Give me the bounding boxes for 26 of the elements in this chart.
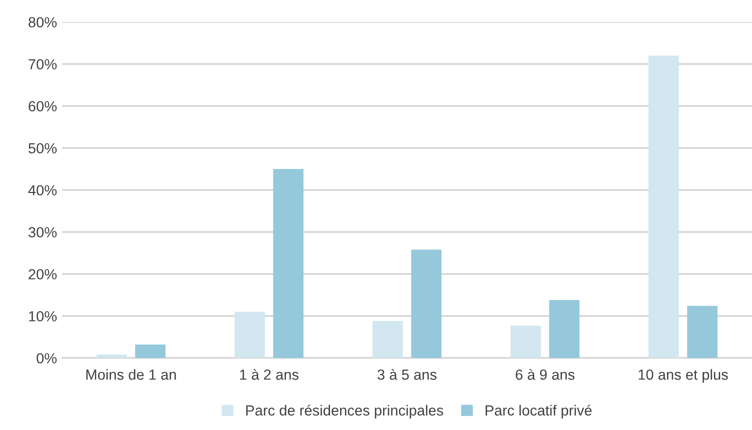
y-tick-label: 20%	[28, 269, 57, 280]
y-tick-label: 80%	[28, 17, 57, 28]
bar	[411, 250, 442, 358]
bar	[372, 321, 403, 358]
y-tick-label: 40%	[28, 185, 57, 196]
x-tick-label: 1 à 2 ans	[240, 368, 298, 380]
bar	[234, 312, 265, 358]
bar	[96, 354, 127, 358]
x-tick-label: 3 à 5 ans	[378, 368, 436, 380]
bar	[135, 344, 166, 358]
y-tick-label: 0%	[36, 353, 57, 364]
legend-label: Parc de résidences principales	[246, 404, 444, 418]
bar	[510, 326, 541, 358]
x-tick-label: 10 ans et plus	[638, 369, 728, 383]
y-tick-label: 60%	[28, 101, 57, 112]
bar	[549, 300, 580, 358]
bar	[273, 169, 304, 358]
y-tick-label: 70%	[28, 59, 57, 70]
legend-label: Parc locatif privé	[486, 404, 592, 418]
bar	[687, 306, 718, 358]
y-tick-label: 10%	[29, 311, 57, 322]
y-tick-label: 30%	[28, 227, 57, 238]
y-tick-label: 50%	[28, 143, 57, 154]
bar	[648, 56, 679, 358]
x-tick-label: 6 à 9 ans	[516, 368, 574, 380]
x-tick-label: Moins de 1 an	[86, 369, 176, 380]
